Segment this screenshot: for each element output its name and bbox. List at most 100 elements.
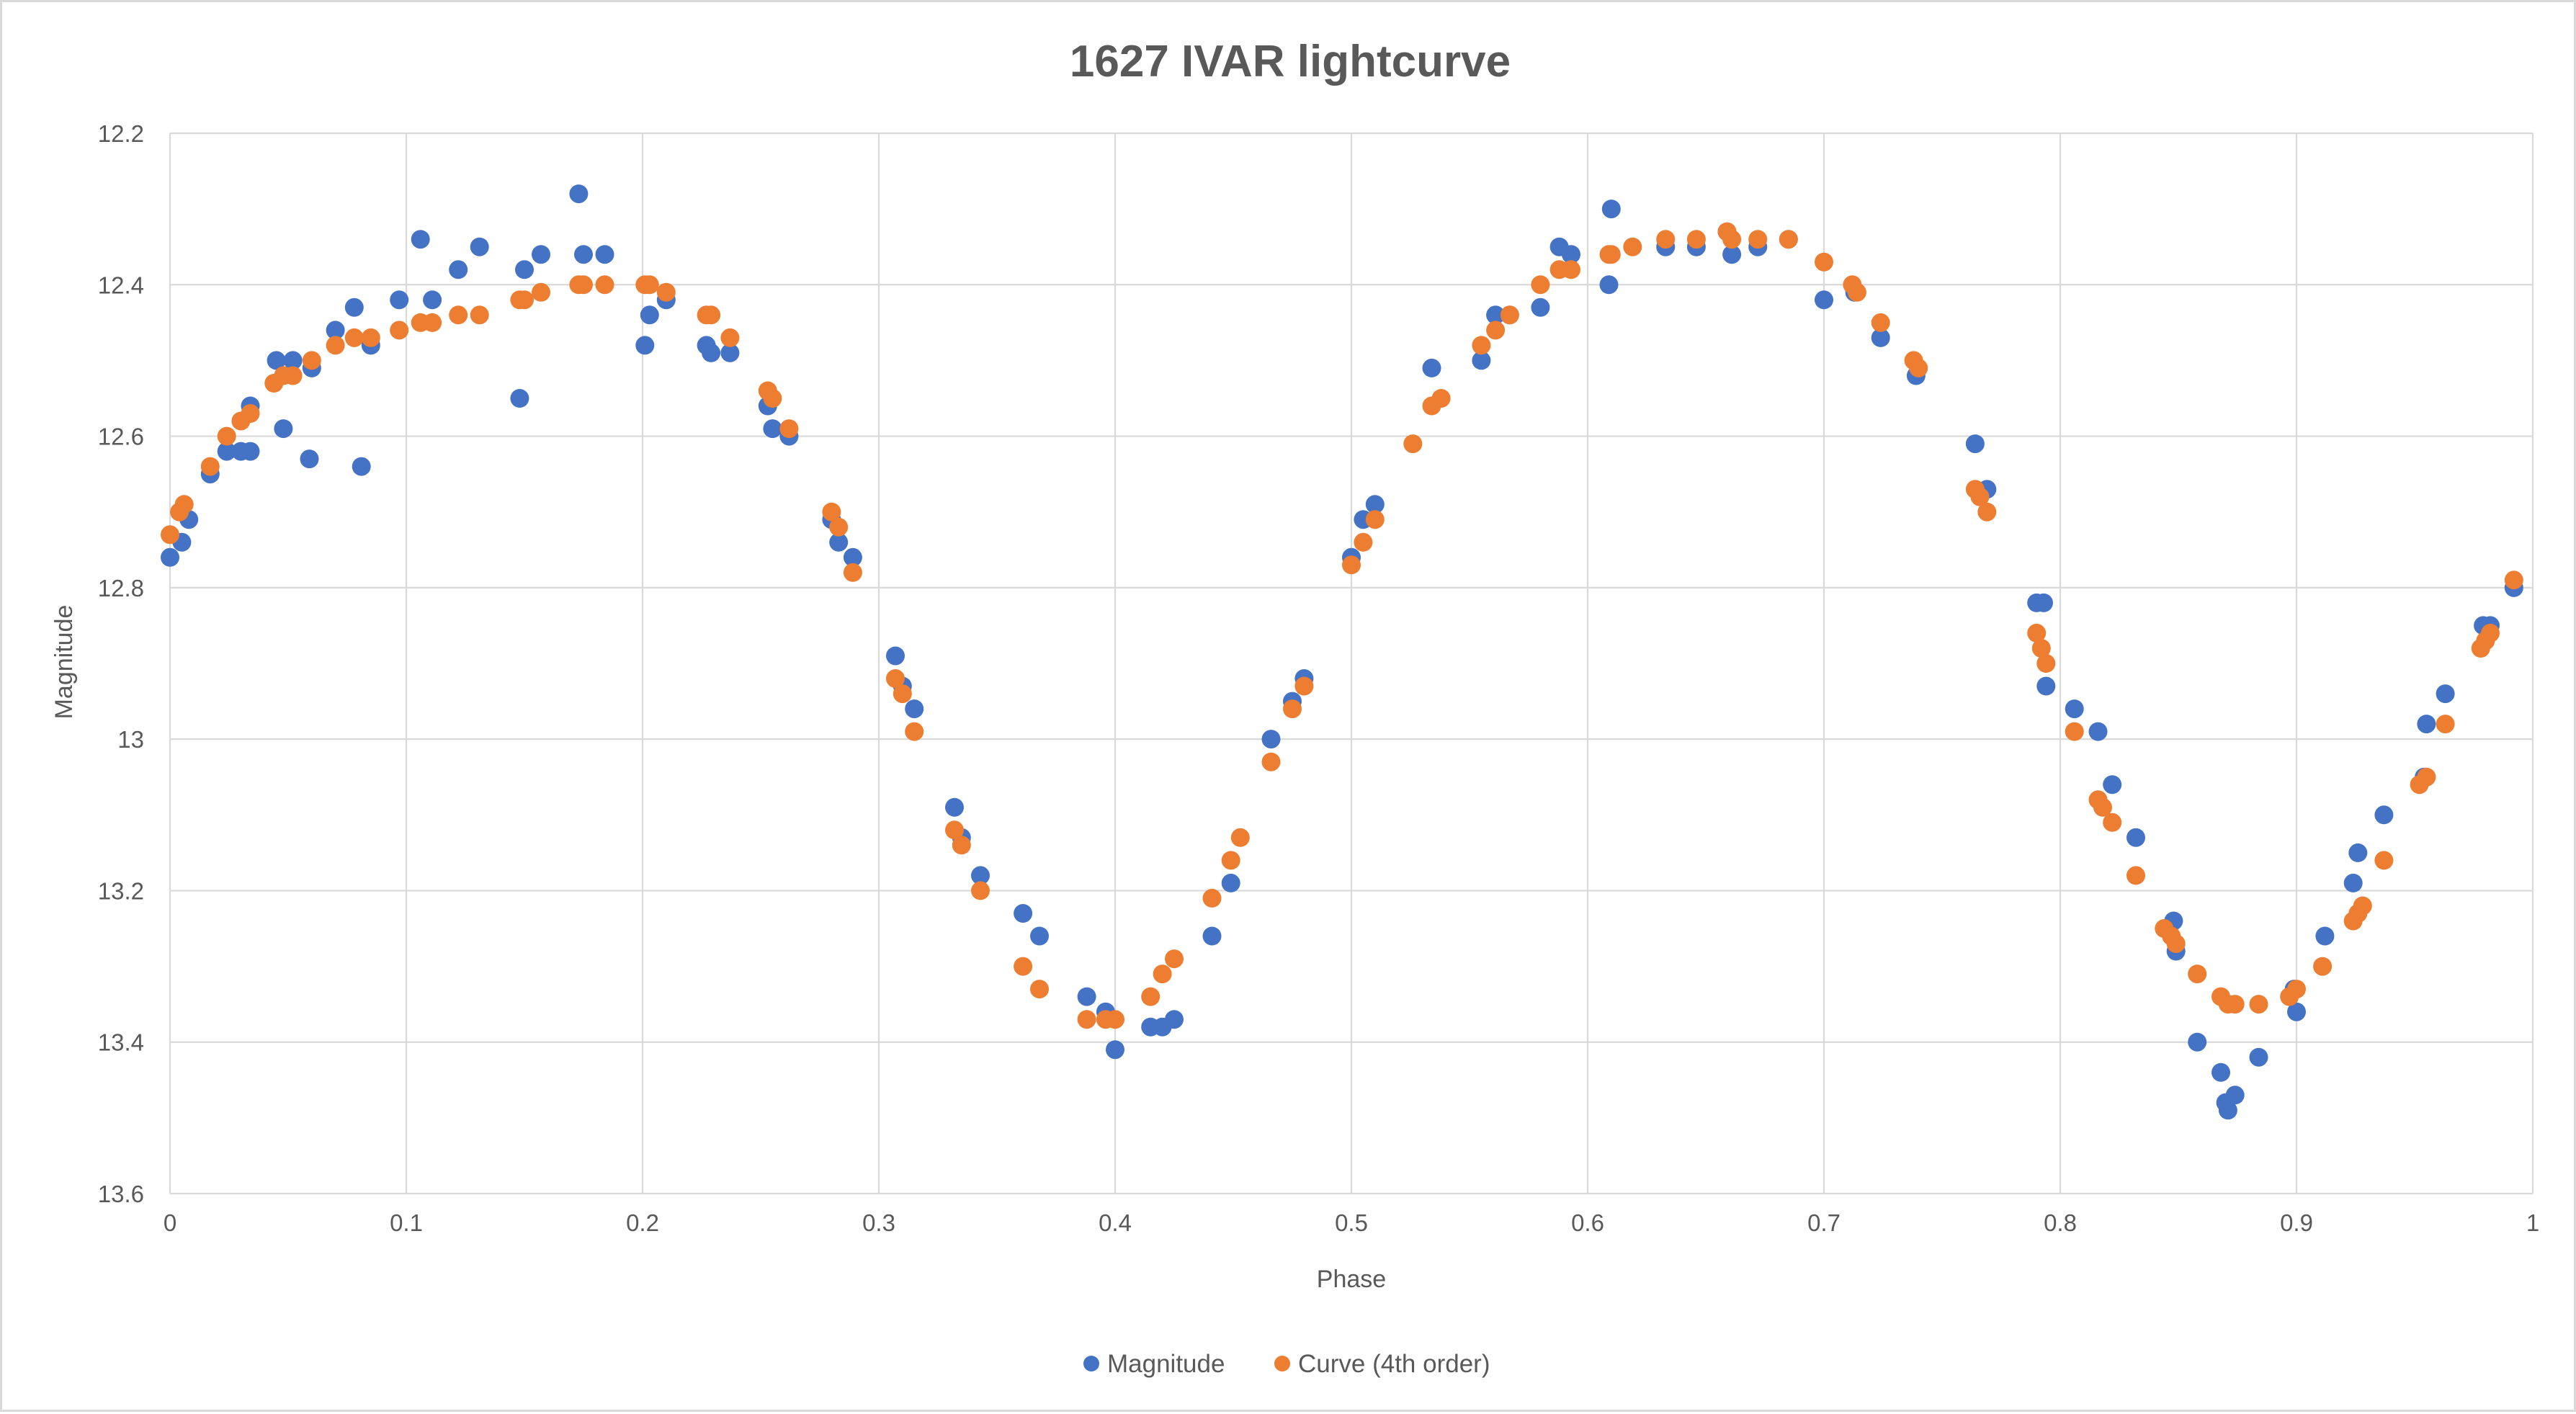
magnitude-point xyxy=(2348,843,2368,862)
magnitude-point xyxy=(267,351,286,370)
magnitude-point xyxy=(595,245,614,264)
curve-point xyxy=(763,389,782,408)
magnitude-point xyxy=(574,245,593,264)
curve-point xyxy=(971,881,990,900)
curve-point xyxy=(174,495,194,514)
magnitude-point xyxy=(532,245,550,264)
magnitude-point xyxy=(2034,593,2053,612)
curve-point xyxy=(1970,487,1990,506)
magnitude-point xyxy=(640,305,659,325)
curve-point xyxy=(200,457,220,476)
magnitude-point xyxy=(886,646,905,666)
curve-point xyxy=(515,290,534,310)
y-axis-title: Magnitude xyxy=(50,605,78,720)
magnitude-point xyxy=(2188,1032,2207,1052)
curve-point xyxy=(217,426,236,446)
series-magnitude xyxy=(161,184,2523,1120)
curve-point xyxy=(1106,1010,1124,1029)
curve-point xyxy=(1623,237,1642,256)
y-tick-label: 12.4 xyxy=(98,272,144,298)
curve-point xyxy=(2374,851,2394,870)
magnitude-point xyxy=(569,184,589,204)
magnitude-point xyxy=(1165,1010,1184,1029)
curve-point xyxy=(1403,434,1423,454)
curve-point xyxy=(1283,699,1302,719)
magnitude-point xyxy=(1601,200,1621,219)
curve-point xyxy=(423,313,442,332)
magnitude-point xyxy=(1365,495,1385,514)
curve-point xyxy=(1815,252,1833,272)
curve-point xyxy=(945,820,964,840)
magnitude-point xyxy=(217,442,236,461)
curve-point xyxy=(1871,313,1890,332)
x-tick-label: 0.3 xyxy=(862,1209,895,1236)
legend: Magnitude Curve (4th order) xyxy=(1083,1350,1490,1378)
curve-point xyxy=(2249,995,2268,1014)
curve-point xyxy=(1221,851,1240,870)
curve-point xyxy=(532,282,550,302)
y-tick-label: 12.2 xyxy=(98,120,144,147)
chart-title: 1627 IVAR lightcurve xyxy=(1070,37,1511,86)
y-tick-label: 13 xyxy=(117,726,144,753)
curve-point xyxy=(779,419,799,439)
curve-point xyxy=(2225,995,2245,1014)
curve-point xyxy=(822,502,841,522)
x-tick-label: 0.1 xyxy=(390,1209,423,1236)
series-curve xyxy=(161,222,2523,1029)
curve-point xyxy=(2093,797,2112,817)
curve-point xyxy=(1472,336,1491,355)
magnitude-point xyxy=(2088,722,2108,741)
curve-point xyxy=(905,722,924,741)
curve-point xyxy=(2188,965,2207,984)
legend-marker-curve xyxy=(1274,1356,1290,1372)
magnitude-point xyxy=(274,419,293,439)
magnitude-point xyxy=(2225,1086,2245,1105)
x-tick-label: 0.7 xyxy=(1807,1209,1841,1236)
curve-point xyxy=(302,351,321,370)
curve-point xyxy=(1562,260,1580,279)
curve-point xyxy=(2031,639,2051,658)
magnitude-point xyxy=(300,449,319,469)
magnitude-point xyxy=(1077,987,1096,1006)
x-tick-label: 0.8 xyxy=(2044,1209,2077,1236)
magnitude-point xyxy=(1202,926,1222,946)
curve-point xyxy=(1153,965,1172,984)
curve-point xyxy=(390,321,409,340)
curve-point xyxy=(1722,230,1742,249)
x-tick-label: 0.2 xyxy=(626,1209,659,1236)
magnitude-point xyxy=(423,290,442,310)
magnitude-point xyxy=(635,336,655,355)
x-tick-label: 1 xyxy=(2526,1209,2539,1236)
magnitude-point xyxy=(411,230,430,249)
magnitude-point xyxy=(161,547,179,567)
curve-point xyxy=(2481,623,2500,643)
gridlines xyxy=(169,132,2534,1195)
curve-point xyxy=(361,328,380,347)
magnitude-point xyxy=(1965,434,1985,454)
magnitude-point xyxy=(510,389,529,408)
curve-point xyxy=(1202,888,1222,908)
curve-point xyxy=(893,684,912,704)
y-axis-ticks: 12.2 12.4 12.6 12.8 13 13.2 13.4 13.6 xyxy=(98,120,144,1207)
curve-point xyxy=(1656,230,1676,249)
curve-point xyxy=(1500,305,1519,325)
curve-point xyxy=(720,328,740,347)
curve-point xyxy=(1230,828,1250,847)
magnitude-point xyxy=(1106,1040,1124,1060)
curve-point xyxy=(1909,358,1928,377)
magnitude-point xyxy=(905,699,924,719)
curve-point xyxy=(2436,715,2455,734)
x-tick-label: 0.9 xyxy=(2280,1209,2313,1236)
curve-point xyxy=(2126,866,2145,885)
curve-point xyxy=(161,525,179,545)
magnitude-point xyxy=(2126,828,2145,847)
curve-point xyxy=(2027,623,2047,643)
curve-point xyxy=(829,517,849,537)
y-tick-label: 12.6 xyxy=(98,424,144,450)
y-tick-label: 12.8 xyxy=(98,575,144,601)
curve-point xyxy=(2166,934,2186,953)
curve-point xyxy=(1686,230,1706,249)
magnitude-point xyxy=(720,343,740,362)
magnitude-point xyxy=(1030,926,1049,946)
magnitude-point xyxy=(702,343,721,362)
